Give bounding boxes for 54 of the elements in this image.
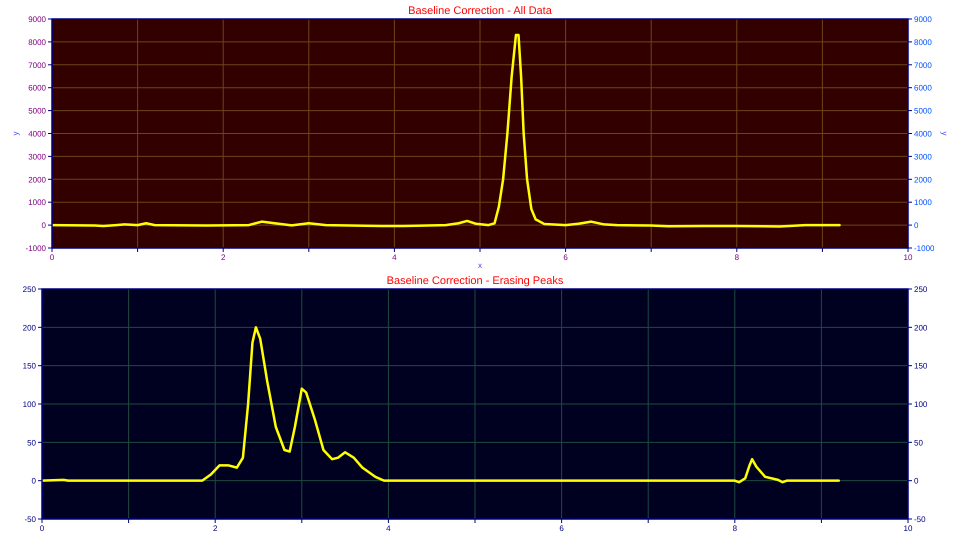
y2-tick-label: 2000 [914, 175, 932, 184]
y2-tick-label: 1000 [914, 198, 932, 208]
y2-tick-label: 0 [914, 221, 919, 230]
x-tick-label: 8 [732, 524, 738, 533]
chart-title: Baseline Correction - Erasing Peaks [386, 275, 564, 287]
y2-tick-label: 8000 [914, 38, 932, 47]
y-tick-label: 250 [22, 285, 37, 294]
x-tick-label: 8 [734, 253, 740, 262]
x-tick-label: 2 [220, 253, 226, 262]
y2-tick-label: 0 [914, 476, 919, 486]
y2-tick-label: 200 [914, 323, 928, 332]
y-tick-label: 5000 [28, 106, 47, 116]
y-tick-label: 0 [42, 221, 47, 230]
line-series [42, 326, 840, 484]
y-tick-label: 4000 [28, 130, 47, 138]
y2-tick-label: 3000 [914, 152, 932, 162]
x-axis-title: x [478, 261, 482, 270]
y2-tick-label: -1000 [914, 244, 936, 253]
y-tick-label: 200 [22, 323, 37, 332]
x-tick-label: 4 [386, 524, 392, 533]
y-tick-label: 1000 [28, 198, 47, 208]
y2-tick-label: 250 [914, 285, 928, 294]
y2-tick-label: 100 [914, 400, 928, 409]
chart-title: Baseline Correction - All Data [408, 5, 553, 17]
y-tick-label: 100 [22, 400, 37, 409]
y-tick-label: 3000 [28, 152, 47, 162]
y-axis-title: y [11, 132, 20, 136]
x-tick-label: 6 [563, 253, 568, 262]
y2-axis-title: y [940, 132, 949, 136]
y2-tick-label: 9000 [914, 15, 932, 24]
y-tick-label: 2000 [28, 175, 47, 184]
line-series [52, 34, 841, 228]
y-tick-label: 7000 [28, 60, 47, 70]
y2-tick-label: 7000 [914, 60, 932, 70]
x-tick-label: 10 [904, 524, 913, 533]
y2-tick-label: 6000 [914, 84, 932, 93]
y-tick-label: 6000 [28, 84, 47, 93]
y-tick-label: 50 [27, 438, 37, 448]
y-tick-label: 150 [22, 362, 37, 371]
y-tick-label: -1000 [26, 244, 47, 253]
x-tick-label: 2 [212, 524, 218, 533]
x-tick-label: 0 [50, 253, 55, 262]
y2-tick-label: 5000 [914, 106, 932, 116]
y-tick-label: 8000 [28, 38, 47, 47]
y-tick-label: -50 [24, 515, 37, 524]
y2-tick-label: 50 [914, 438, 924, 448]
x-tick-label: 6 [559, 524, 564, 533]
y2-tick-label: 4000 [914, 130, 932, 138]
y2-tick-label: -50 [914, 515, 926, 524]
y-tick-label: 0 [32, 476, 37, 486]
x-tick-label: 10 [904, 253, 913, 262]
y-tick-label: 9000 [28, 15, 47, 24]
x-tick-label: 4 [392, 253, 398, 262]
y2-tick-label: 150 [914, 362, 928, 371]
